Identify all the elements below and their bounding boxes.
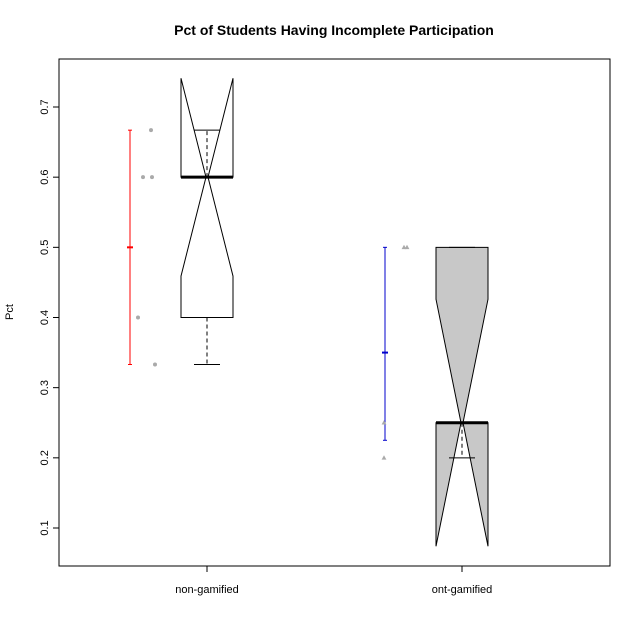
data-point	[404, 244, 410, 250]
y-tick-label: 0.3	[39, 380, 51, 395]
data-point	[153, 362, 157, 367]
data-point	[381, 420, 387, 425]
x-tick-label: non-gamified	[175, 584, 239, 596]
y-tick-label: 0.5	[39, 240, 51, 255]
data-point	[381, 455, 387, 460]
chart-title: Pct of Students Having Incomplete Partic…	[174, 22, 494, 38]
y-tick-label: 0.1	[39, 520, 51, 535]
x-tick-label: ont-gamified	[432, 584, 493, 596]
y-tick-label: 0.2	[39, 450, 51, 465]
data-point	[136, 315, 140, 320]
y-axis: 0.1 0.2 0.3 0.4 0.5 0.6 0.7	[39, 99, 59, 536]
boxes	[180, 78, 489, 547]
data-point	[149, 128, 153, 133]
plot-frame	[58, 58, 611, 567]
jitter-points	[136, 128, 410, 460]
y-axis-label: Pct	[4, 304, 16, 320]
y-tick-label: 0.7	[39, 99, 51, 114]
y-tick-label: 0.4	[39, 310, 51, 325]
mean-error-bars	[127, 129, 388, 441]
data-point	[141, 175, 145, 180]
y-tick-label: 0.6	[39, 170, 51, 185]
box-body	[180, 78, 234, 318]
data-point	[150, 175, 154, 180]
x-axis: non-gamified ont-gamified	[175, 566, 492, 596]
